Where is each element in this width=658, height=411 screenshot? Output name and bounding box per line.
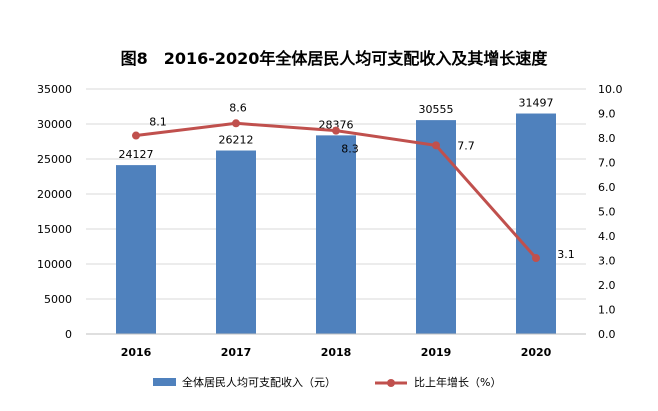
y-left-tick-label: 20000 (37, 188, 72, 201)
x-tick-label: 2019 (421, 346, 452, 359)
bar-value-label: 28376 (319, 118, 354, 131)
bar-value-label: 31497 (519, 97, 554, 110)
axes: 0 5000 10000 15000 20000 25000 30000 35000 0.0 1.… (37, 83, 623, 359)
growth-point (332, 126, 340, 135)
y-right-tick-label: 4.0 (598, 230, 616, 243)
bar-value-label: 30555 (419, 103, 454, 116)
bar-series: 24127 26212 28376 30555 31497 (116, 97, 556, 335)
y-right-tick-label: 10.0 (598, 83, 623, 96)
legend: 全体居民人均可支配收入（元） 比上年增长（%） (153, 375, 501, 389)
y-left-tick-label: 30000 (37, 118, 72, 131)
growth-value-label: 8.1 (149, 116, 167, 129)
growth-value-label: 3.1 (557, 248, 575, 261)
bar-value-label: 26212 (219, 134, 254, 147)
growth-point (132, 131, 140, 140)
growth-point (432, 141, 440, 150)
bar-value-label: 24127 (119, 148, 154, 161)
legend-bar-swatch (153, 378, 176, 386)
x-tick-label: 2018 (321, 346, 352, 359)
chart-title: 图8 2016-2020年全体居民人均可支配收入及其增长速度 (121, 49, 549, 68)
x-tick-label: 2017 (221, 346, 252, 359)
y-right-tick-label: 6.0 (598, 181, 616, 194)
growth-point (532, 254, 540, 263)
y-right-tick-label: 1.0 (598, 304, 616, 317)
bar (516, 113, 556, 335)
bar (216, 150, 256, 334)
growth-value-label: 8.3 (341, 143, 359, 156)
growth-value-label: 8.6 (229, 101, 247, 114)
legend-line-marker (387, 379, 395, 387)
y-left-tick-label: 5000 (44, 293, 72, 306)
legend-bar-label: 全体居民人均可支配收入（元） (182, 375, 336, 389)
y-right-tick-label: 0.0 (598, 328, 616, 341)
x-tick-label: 2020 (521, 346, 552, 359)
y-left-tick-label: 25000 (37, 153, 72, 166)
y-left-tick-label: 15000 (37, 223, 72, 236)
growth-value-label: 7.7 (457, 139, 475, 152)
y-left-tick-label: 10000 (37, 258, 72, 271)
y-left-tick-label: 35000 (37, 83, 72, 96)
legend-line-label: 比上年增长（%） (414, 375, 501, 389)
y-left-tick-label: 0 (65, 328, 72, 341)
x-tick-label: 2016 (121, 346, 152, 359)
y-right-tick-label: 8.0 (598, 132, 616, 145)
bar (416, 120, 456, 335)
y-right-tick-label: 5.0 (598, 206, 616, 219)
growth-point (232, 119, 240, 128)
y-right-tick-label: 7.0 (598, 157, 616, 170)
bar (316, 135, 356, 334)
y-right-tick-label: 3.0 (598, 255, 616, 268)
line-series: 8.1 8.6 8.3 7.7 3.1 (132, 101, 575, 263)
y-right-tick-label: 2.0 (598, 279, 616, 292)
y-right-tick-label: 9.0 (598, 108, 616, 121)
bar (116, 165, 156, 334)
